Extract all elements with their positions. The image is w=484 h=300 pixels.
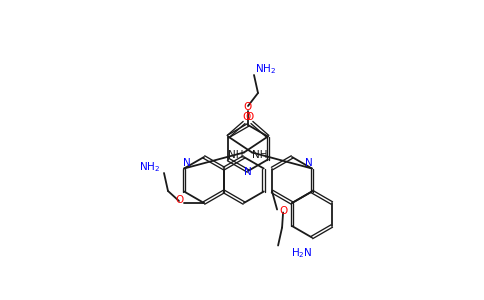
Text: NH$_2$: NH$_2$: [139, 160, 161, 174]
Text: O: O: [175, 195, 183, 205]
Text: NH$_2$: NH$_2$: [256, 62, 276, 76]
Text: O: O: [245, 112, 253, 122]
Text: N: N: [244, 167, 252, 177]
Text: O: O: [243, 112, 251, 122]
Text: N: N: [305, 158, 313, 169]
Text: NH: NH: [252, 149, 268, 160]
Text: O: O: [279, 206, 287, 217]
Text: H$_2$N: H$_2$N: [291, 247, 313, 260]
Text: NH: NH: [228, 149, 243, 160]
Text: N: N: [183, 158, 191, 169]
Text: O: O: [244, 101, 252, 112]
